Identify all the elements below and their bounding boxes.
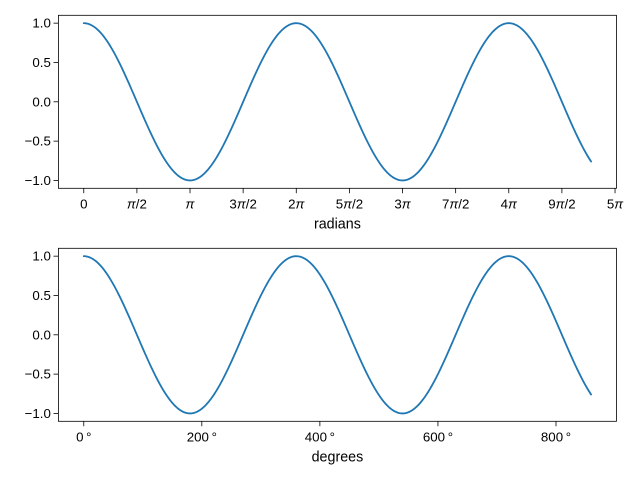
svg-text:π: π xyxy=(186,196,196,211)
svg-text:degrees: degrees xyxy=(312,450,364,466)
svg-text:0.0: 0.0 xyxy=(32,327,51,342)
svg-text:4π: 4π xyxy=(501,196,518,211)
svg-text:9π/2: 9π/2 xyxy=(548,196,575,211)
svg-text:π/2: π/2 xyxy=(127,196,147,211)
svg-text:0.5: 0.5 xyxy=(32,55,51,70)
svg-text:−1.0: −1.0 xyxy=(25,406,51,421)
svg-text:7π/2: 7π/2 xyxy=(442,196,469,211)
svg-text:5π: 5π xyxy=(607,196,624,211)
svg-text:800 °: 800 ° xyxy=(541,429,571,444)
svg-text:0 °: 0 ° xyxy=(76,429,91,444)
svg-text:−0.5: −0.5 xyxy=(25,134,51,149)
svg-text:radians: radians xyxy=(314,217,361,233)
svg-text:600 °: 600 ° xyxy=(423,429,453,444)
svg-text:1.0: 1.0 xyxy=(32,249,51,264)
svg-text:0.0: 0.0 xyxy=(32,94,51,109)
svg-text:3π/2: 3π/2 xyxy=(229,196,256,211)
svg-text:−0.5: −0.5 xyxy=(25,367,51,382)
svg-text:3π: 3π xyxy=(394,196,411,211)
svg-text:2π: 2π xyxy=(288,196,305,211)
svg-text:200 °: 200 ° xyxy=(187,429,217,444)
svg-text:0: 0 xyxy=(80,196,87,211)
svg-text:1.0: 1.0 xyxy=(32,16,51,31)
svg-text:0.5: 0.5 xyxy=(32,288,51,303)
svg-text:5π/2: 5π/2 xyxy=(336,196,363,211)
svg-text:−1.0: −1.0 xyxy=(25,173,51,188)
svg-text:400 °: 400 ° xyxy=(305,429,335,444)
